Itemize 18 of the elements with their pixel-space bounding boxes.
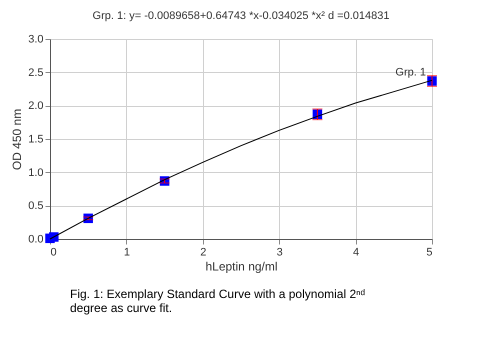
x-tick-label: 0 bbox=[50, 246, 57, 258]
y-tick-label: 0.5 bbox=[28, 200, 44, 212]
x-tick-label: 4 bbox=[353, 246, 360, 258]
y-tick-label: 2.5 bbox=[28, 66, 44, 79]
x-tick-label: 3 bbox=[276, 246, 283, 258]
y-tick-label: 3.0 bbox=[28, 34, 44, 46]
x-axis-title: hLeptin ng/ml bbox=[205, 260, 278, 274]
y-tick-label: 1.5 bbox=[28, 134, 44, 146]
y-tick-label: 0.0 bbox=[28, 234, 44, 246]
x-tick-label: 2 bbox=[200, 246, 206, 258]
y-axis-title: OD 450 nm bbox=[10, 108, 24, 170]
caption: Fig. 1: Exemplary Standard Curve with a polynomial 2ⁿᵈ degree as curve fit. bbox=[70, 287, 366, 315]
x-tick-label: 1 bbox=[124, 246, 130, 258]
y-tick-label: 1.0 bbox=[28, 166, 44, 179]
chart-title: Grp. 1: y= -0.0089658+0.64743 *x-0.034025 *x² d =0.014831 bbox=[92, 10, 390, 22]
series-label: Grp. 1 bbox=[395, 66, 426, 78]
x-tick-label: 5 bbox=[426, 246, 432, 258]
y-tick-label: 2.0 bbox=[28, 100, 44, 112]
